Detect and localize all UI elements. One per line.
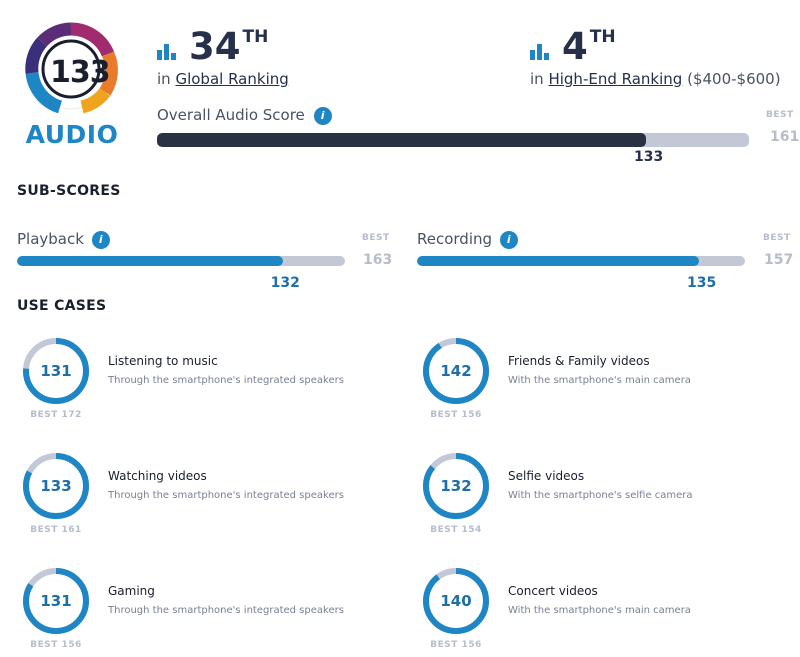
- ranking-bars-icon: [530, 44, 549, 60]
- use-case-description: With the smartphone's selfie camera: [508, 490, 693, 501]
- ring-fill: [23, 568, 89, 634]
- use-case-description: Through the smartphone's integrated spea…: [108, 490, 344, 501]
- playback-label: Playback i: [17, 230, 110, 249]
- ring-fill: [23, 338, 89, 404]
- recording-fill: [417, 256, 700, 266]
- global-rank-line: in Global Ranking: [157, 70, 289, 88]
- audio-logo: [20, 18, 122, 120]
- subscores-title: SUB-SCORES: [17, 183, 121, 199]
- logo-score: 133: [50, 55, 111, 90]
- recording-best-tag: BEST: [763, 233, 791, 243]
- use-case-score: 140: [440, 592, 472, 610]
- use-case-best: BEST 156: [30, 640, 82, 650]
- use-case-ring: 131: [21, 336, 91, 406]
- overall-score-value: 133: [634, 149, 664, 165]
- playback-bar: [17, 256, 345, 266]
- ring-fill: [423, 568, 489, 634]
- use-case-score: 132: [440, 477, 472, 495]
- use-case-description: With the smartphone's main camera: [508, 605, 691, 616]
- ranking-bars-icon: [157, 44, 176, 60]
- playback-text: Playback: [17, 230, 84, 248]
- ring-fill: [423, 453, 489, 519]
- info-icon[interactable]: i: [91, 230, 110, 249]
- info-icon[interactable]: i: [499, 230, 518, 249]
- use-case-description: Through the smartphone's integrated spea…: [108, 375, 344, 386]
- overall-best-value: 161: [770, 129, 800, 145]
- segment-rank-prefix: in: [530, 70, 544, 88]
- global-rank-number: 34: [189, 25, 241, 68]
- use-case-best: BEST 156: [430, 640, 482, 650]
- playback-best-value: 163: [363, 252, 393, 268]
- ring-fill: [23, 453, 89, 519]
- playback-value: 132: [270, 275, 300, 291]
- use-case-title: Friends & Family videos: [508, 354, 650, 368]
- use-case-title: Listening to music: [108, 354, 218, 368]
- global-rank-suffix: TH: [242, 27, 269, 47]
- segment-rank-suffix: TH: [589, 27, 616, 47]
- recording-text: Recording: [417, 230, 493, 248]
- segment-rank: 4 TH: [562, 27, 616, 67]
- use-case-score: 133: [40, 477, 72, 495]
- segment-rank-number: 4: [562, 25, 588, 68]
- use-case-title: Gaming: [108, 584, 155, 598]
- recording-best-value: 157: [764, 252, 794, 268]
- use-case-ring: 140: [421, 566, 491, 636]
- use-case-title: Concert videos: [508, 584, 598, 598]
- global-rank: 34 TH: [189, 27, 268, 67]
- use-case-description: With the smartphone's main camera: [508, 375, 691, 386]
- info-icon[interactable]: i: [313, 106, 332, 125]
- use-case-ring: 133: [21, 451, 91, 521]
- segment-rank-line: in High-End Ranking ($400-$600): [530, 70, 781, 88]
- overall-score-fill: [157, 133, 647, 147]
- recording-bar: [417, 256, 745, 266]
- use-case-title: Selfie videos: [508, 469, 585, 483]
- use-case-title: Watching videos: [108, 469, 207, 483]
- use-case-score: 131: [40, 592, 72, 610]
- use-case-best: BEST 154: [430, 525, 482, 535]
- price-range: ($400-$600): [687, 70, 781, 88]
- use-case-ring: 132: [421, 451, 491, 521]
- use-cases-title: USE CASES: [17, 298, 107, 314]
- use-case-ring: 142: [421, 336, 491, 406]
- use-case-ring: 131: [21, 566, 91, 636]
- overall-score-label: Overall Audio Score i: [157, 106, 332, 125]
- global-ranking-link[interactable]: Global Ranking: [175, 70, 289, 88]
- recording-label: Recording i: [417, 230, 518, 249]
- use-case-best: BEST 172: [30, 410, 82, 420]
- high-end-ranking-link[interactable]: High-End Ranking: [548, 70, 683, 88]
- overall-best-tag: BEST: [766, 110, 794, 120]
- playback-fill: [17, 256, 283, 266]
- logo-word: AUDIO: [25, 120, 119, 149]
- use-case-score: 142: [440, 362, 472, 380]
- ring-fill: [423, 338, 489, 404]
- use-case-best: BEST 161: [30, 525, 82, 535]
- overall-score-bar: [157, 133, 749, 147]
- overall-score-text: Overall Audio Score: [157, 106, 305, 124]
- use-case-description: Through the smartphone's integrated spea…: [108, 605, 344, 616]
- global-rank-prefix: in: [157, 70, 171, 88]
- use-case-best: BEST 156: [430, 410, 482, 420]
- playback-best-tag: BEST: [362, 233, 390, 243]
- recording-value: 135: [687, 275, 717, 291]
- use-case-score: 131: [40, 362, 72, 380]
